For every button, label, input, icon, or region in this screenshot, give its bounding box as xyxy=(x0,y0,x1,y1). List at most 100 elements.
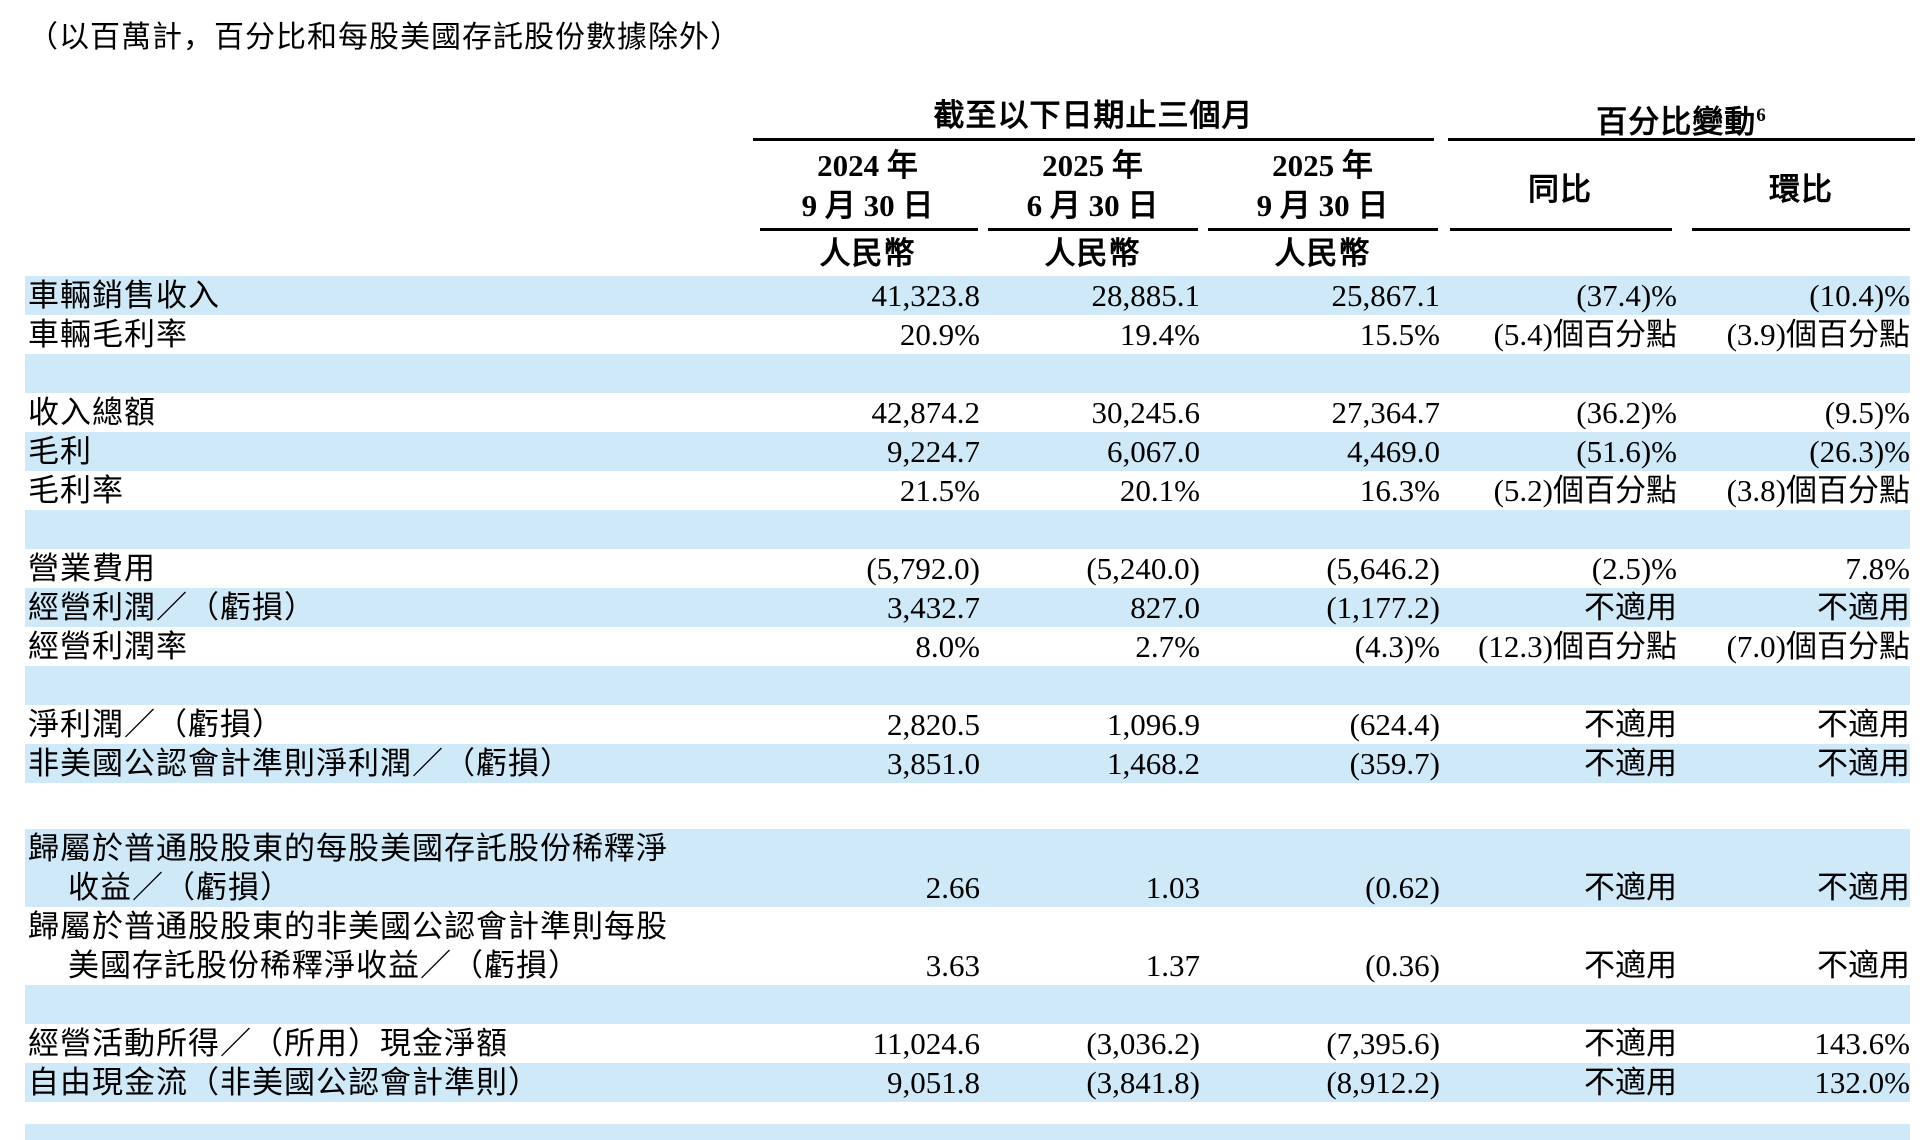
value-cell: 16.3% xyxy=(1359,473,1440,508)
period-column-header: 2024 年 9 月 30 日 xyxy=(755,146,980,226)
row-label-line2: 收益／（虧損） xyxy=(68,870,292,905)
value-cell: 41,323.8 xyxy=(871,278,981,313)
value-cell: 11,024.6 xyxy=(872,1026,980,1061)
spacer-row xyxy=(25,1124,1910,1140)
row-label: 收入總額 xyxy=(28,395,156,430)
row-label: 毛利率 xyxy=(28,473,124,508)
value-cell: (2.5)% xyxy=(1591,551,1677,586)
group-header-percent-change: 百分比變動6 xyxy=(1448,96,1915,139)
value-cell: 1,096.9 xyxy=(1107,707,1200,742)
spacer-row xyxy=(25,666,1910,705)
table-row: 歸屬於普通股股東的每股美國存託股份稀釋淨 收益／（虧損） 2.66 1.03 (0.62… xyxy=(25,829,1910,907)
period-column-header: 2025 年 9 月 30 日 xyxy=(1205,146,1440,226)
footnote-marker: 6 xyxy=(1756,105,1767,126)
value-cell: 30,245.6 xyxy=(1091,395,1201,430)
row-label: 車輛銷售收入 xyxy=(28,278,220,313)
group-underline xyxy=(753,138,1434,141)
value-cell: 143.6% xyxy=(1814,1026,1910,1061)
value-cell: (37.4)% xyxy=(1576,278,1677,313)
value-cell: 不適用 xyxy=(1817,707,1910,742)
currency-label: 人民幣 xyxy=(1044,236,1141,271)
group-header-three-months: 截至以下日期止三個月 xyxy=(753,96,1434,136)
value-cell: (8,912.2) xyxy=(1326,1065,1440,1100)
value-cell: (36.2)% xyxy=(1576,395,1677,430)
value-cell: (3.9)個百分點 xyxy=(1726,317,1910,352)
value-cell: 2.7% xyxy=(1135,629,1200,664)
period-year: 2025 年 xyxy=(1042,148,1143,183)
period-year: 2024 年 xyxy=(817,148,918,183)
value-cell: 不適用 xyxy=(1584,707,1677,742)
value-cell: 2,820.5 xyxy=(887,707,980,742)
value-cell: 132.0% xyxy=(1814,1065,1910,1100)
value-cell: 不適用 xyxy=(1817,948,1910,983)
spacer-row xyxy=(25,354,1910,393)
row-label: 淨利潤／（虧損） xyxy=(28,707,284,742)
value-cell: (7.0)個百分點 xyxy=(1726,629,1910,664)
value-cell: 21.5% xyxy=(899,473,980,508)
group-header-label: 截至以下日期止三個月 xyxy=(933,98,1254,133)
value-cell: 19.4% xyxy=(1119,317,1200,352)
value-cell: (5,792.0) xyxy=(866,551,980,586)
table-row: 經營利潤／（虧損） 3,432.7 827.0 (1,177.2) 不適用 不適用 xyxy=(25,588,1910,627)
value-cell: 20.1% xyxy=(1119,473,1200,508)
period-date: 9 月 30 日 xyxy=(801,188,934,223)
value-cell: 827.0 xyxy=(1130,590,1200,625)
value-cell: 不適用 xyxy=(1584,590,1677,625)
value-cell: 3,851.0 xyxy=(887,746,980,781)
table-row: 毛利率 21.5% 20.1% 16.3% (5.2)個百分點 (3.8)個百分點 xyxy=(25,471,1910,510)
value-cell: 6,067.0 xyxy=(1107,434,1200,469)
table-row: 自由現金流（非美國公認會計準則） 9,051.8 (3,841.8) (8,912.2… xyxy=(25,1063,1910,1102)
value-cell: 3.63 xyxy=(925,948,980,983)
value-cell: (51.6)% xyxy=(1576,434,1677,469)
group-underline xyxy=(1448,138,1915,141)
value-cell: (7,395.6) xyxy=(1326,1026,1440,1061)
value-cell: 不適用 xyxy=(1584,870,1677,905)
value-cell: 1,468.2 xyxy=(1107,746,1200,781)
table-row: 車輛毛利率 20.9% 19.4% 15.5% (5.4)個百分點 (3.9)個百分點 xyxy=(25,315,1910,354)
value-cell: 9,224.7 xyxy=(887,434,980,469)
value-cell: 7.8% xyxy=(1845,551,1910,586)
value-cell: 28,885.1 xyxy=(1091,278,1201,313)
value-cell: 25,867.1 xyxy=(1331,278,1441,313)
table-row: 非美國公認會計準則淨利潤／（虧損） 3,851.0 1,468.2 (359.7) 不適… xyxy=(25,744,1910,783)
row-label-line1: 歸屬於普通股股東的每股美國存託股份稀釋淨 xyxy=(28,831,668,866)
value-cell: (1,177.2) xyxy=(1326,590,1440,625)
period-year: 2025 年 xyxy=(1272,148,1373,183)
value-cell: 不適用 xyxy=(1817,746,1910,781)
column-underline xyxy=(1692,228,1910,231)
spacer-row xyxy=(25,1102,1910,1124)
value-cell: 不適用 xyxy=(1584,948,1677,983)
column-underline xyxy=(760,228,978,231)
value-cell: 不適用 xyxy=(1817,870,1910,905)
value-cell: 15.5% xyxy=(1359,317,1440,352)
value-cell: (10.4)% xyxy=(1809,278,1910,313)
table-row: 歸屬於普通股股東的非美國公認會計準則每股 美國存託股份稀釋淨收益／（虧損） 3.63… xyxy=(25,907,1910,985)
value-cell: 不適用 xyxy=(1584,746,1677,781)
value-cell: (3.8)個百分點 xyxy=(1726,473,1910,508)
units-note: （以百萬計，百分比和每股美國存託股份數據除外） xyxy=(28,21,741,54)
period-date: 6 月 30 日 xyxy=(1026,188,1159,223)
value-cell: 2.66 xyxy=(925,870,980,905)
spacer-row xyxy=(25,510,1910,549)
value-cell: (624.4) xyxy=(1349,707,1440,742)
value-cell: (4.3)% xyxy=(1354,629,1440,664)
change-column-header-qoq: 環比 xyxy=(1769,171,1833,207)
value-cell: (0.36) xyxy=(1365,948,1440,983)
table-row: 營業費用 (5,792.0) (5,240.0) (5,646.2) (2.5)% 7.8… xyxy=(25,549,1910,588)
value-cell: (0.62) xyxy=(1365,870,1440,905)
value-cell: (3,036.2) xyxy=(1086,1026,1200,1061)
row-label: 自由現金流（非美國公認會計準則） xyxy=(28,1065,540,1100)
table-row: 毛利 9,224.7 6,067.0 4,469.0 (51.6)% (26.3)% xyxy=(25,432,1910,471)
value-cell: 4,469.0 xyxy=(1347,434,1440,469)
column-underline xyxy=(1450,228,1672,231)
table-row: 經營利潤率 8.0% 2.7% (4.3)% (12.3)個百分點 (7.0)個百分點 xyxy=(25,627,1910,666)
change-column-header-yoy: 同比 xyxy=(1528,171,1592,207)
value-cell: (5,240.0) xyxy=(1086,551,1200,586)
row-label: 經營利潤／（虧損） xyxy=(28,590,316,625)
row-label: 歸屬於普通股股東的每股美國存託股份稀釋淨收益／（虧損） xyxy=(25,829,755,907)
value-cell: 27,364.7 xyxy=(1331,395,1441,430)
currency-label: 人民幣 xyxy=(819,236,916,271)
value-cell: (9.5)% xyxy=(1824,395,1910,430)
value-cell: 不適用 xyxy=(1817,590,1910,625)
row-label: 車輛毛利率 xyxy=(28,317,188,352)
